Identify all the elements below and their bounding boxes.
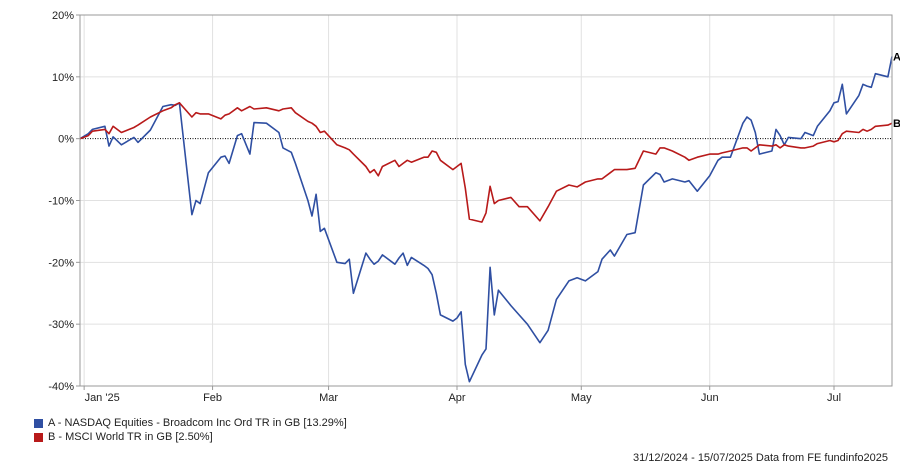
legend-item-a: A - NASDAQ Equities - Broadcom Inc Ord T… (34, 416, 347, 430)
y-tick-label: -40% (48, 381, 74, 393)
y-tick-label: 20% (52, 10, 74, 22)
y-tick-label: 10% (52, 72, 74, 84)
series-end-label-b: B (893, 118, 900, 130)
plot-frame (79, 14, 893, 387)
source-footer: 31/12/2024 - 15/07/2025 Data from FE fun… (632, 452, 888, 464)
x-tick-label: Jun (701, 392, 719, 404)
y-tick-label: -20% (48, 257, 74, 269)
x-tick-label: Mar (319, 392, 338, 404)
x-tick-label: Jan '25 (85, 392, 120, 404)
y-tick-label: 0% (58, 134, 74, 146)
x-tick-label: May (571, 392, 592, 404)
y-tick-label: -30% (48, 319, 74, 331)
y-axis-ticks: 20% 10% 0% -10% -20% -30% -40% (48, 10, 80, 393)
series: AB (79, 51, 900, 383)
series-line-a (79, 56, 893, 383)
legend-swatch-a (34, 418, 43, 428)
y-tick-label: -10% (48, 196, 74, 208)
series-line-b (79, 102, 893, 223)
legend-label-a: A - NASDAQ Equities - Broadcom Inc Ord T… (48, 417, 347, 429)
x-axis-ticks: Jan '25 Feb Mar Apr May Jun Jul (83, 386, 841, 404)
series-end-label-a: A (893, 51, 900, 63)
legend-swatch-b (34, 432, 43, 442)
x-tick-label: Jul (827, 392, 841, 404)
legend-label-b: B - MSCI World TR in GB [2.50%] (48, 431, 213, 443)
legend-item-b: B - MSCI World TR in GB [2.50%] (34, 430, 347, 444)
x-tick-label: Apr (448, 392, 465, 404)
x-tick-label: Feb (203, 392, 222, 404)
grid (80, 14, 892, 387)
legend: A - NASDAQ Equities - Broadcom Inc Ord T… (34, 416, 347, 444)
